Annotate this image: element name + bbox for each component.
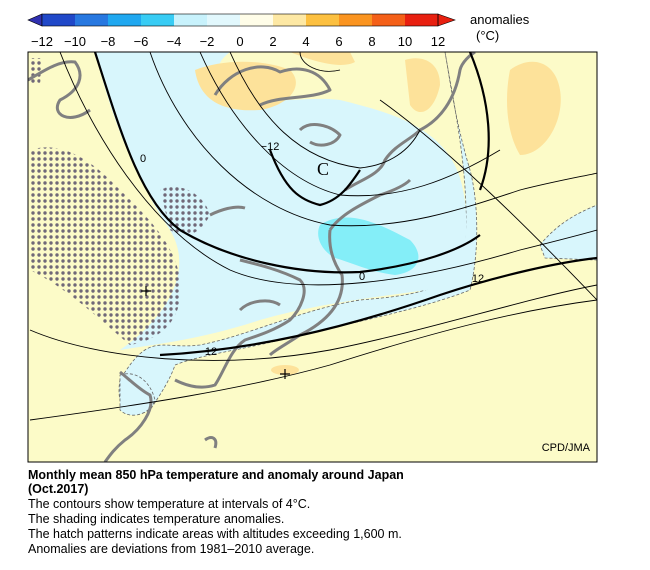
- center-label: C: [317, 159, 329, 179]
- colorbar-unit: (°C): [476, 28, 499, 43]
- caption-line: The hatch patterns indicate areas with a…: [28, 527, 402, 541]
- caption-line: The shading indicates temperature anomal…: [28, 512, 284, 526]
- colorbar-ticks: −12 −10 −8 −6 −4 −2 0 2 4 6 8 10 12: [31, 34, 445, 49]
- colorbar-tick-label: −12: [31, 34, 53, 49]
- colorbar-tick-label: −4: [167, 34, 182, 49]
- contour-label: 0: [359, 271, 365, 283]
- contour-label: 12: [205, 346, 217, 358]
- colorbar-tick-label: −8: [101, 34, 116, 49]
- caption-title: Monthly mean 850 hPa temperature and ano…: [28, 468, 404, 482]
- colorbar-tick-label: −6: [134, 34, 149, 49]
- contour-label: 0: [140, 153, 146, 165]
- colorbar-tick-label: 8: [368, 34, 375, 49]
- caption-title: (Oct.2017): [28, 482, 88, 496]
- contour-label: 12: [472, 273, 484, 285]
- colorbar-title: anomalies: [470, 12, 530, 27]
- map: [28, 52, 597, 462]
- credit: CPD/JMA: [542, 442, 591, 454]
- colorbar-tick-label: 0: [236, 34, 243, 49]
- map-frame: [27, 51, 598, 463]
- colorbar-tick-label: 6: [335, 34, 342, 49]
- colorbar-tick-label: −2: [200, 34, 215, 49]
- colorbar-tick-label: 10: [398, 34, 412, 49]
- colorbar-tick-label: 12: [431, 34, 445, 49]
- colorbar: [27, 13, 456, 27]
- colorbar-tick-label: 4: [302, 34, 309, 49]
- colorbar-tick-label: 2: [269, 34, 276, 49]
- contour-label: −12: [261, 141, 280, 153]
- caption-line: The contours show temperature at interva…: [28, 497, 310, 511]
- colorbar-tick-label: −10: [64, 34, 86, 49]
- caption-line: Anomalies are deviations from 1981–2010 …: [28, 542, 314, 556]
